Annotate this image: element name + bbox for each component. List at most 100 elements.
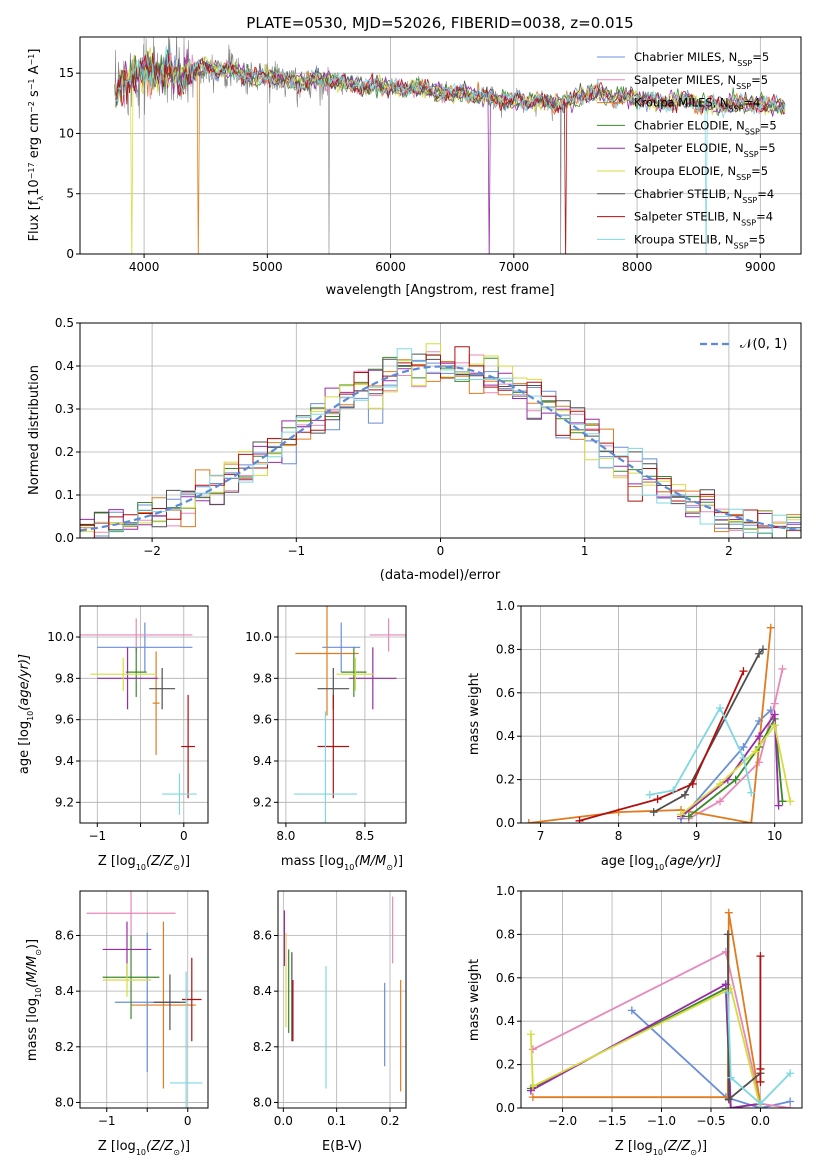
legend-entry: Salpeter STELIB, NSSP=4 <box>634 210 773 228</box>
model-spectrum <box>115 45 786 254</box>
mass-weight-vs-metallicity-panel: −2.0 −1.5 −1.0 −0.5 0.0 0.0 0.2 0.4 0.6 0.8 1.0 Z [… <box>467 884 803 1157</box>
legend-entry: Chabrier ELODIE, NSSP=5 <box>634 118 777 136</box>
label-part: =4 <box>757 187 774 201</box>
label-part: 10 <box>34 988 43 998</box>
y-tick-label: 0.2 <box>496 1058 515 1072</box>
label-part: ] <box>27 49 42 54</box>
label-part: ⊙ <box>34 949 43 956</box>
legend-entry: Chabrier MILES, NSSP=5 <box>634 50 769 68</box>
label-part: Chabrier STELIB, N <box>634 187 742 201</box>
plus-marker <box>627 1006 636 1015</box>
label-part: (age/yr)] <box>664 854 721 869</box>
y-tick-label: 0.5 <box>55 316 74 330</box>
label-part: SSP <box>729 104 744 113</box>
y-tick-label: 8.0 <box>55 1095 74 1109</box>
plus-marker <box>653 795 662 804</box>
label-part: s <box>27 90 42 101</box>
y-tick-label: 9.8 <box>253 671 272 685</box>
y-tick-label: 9.6 <box>253 713 272 727</box>
x-tick-label: 0 <box>180 829 188 843</box>
mass-weight-line <box>726 992 791 1105</box>
x-tick-label: 0 <box>184 1114 192 1128</box>
y-tick-label: 9.2 <box>55 795 74 809</box>
plot-area <box>293 606 406 823</box>
y-tick-label: 9.2 <box>253 795 272 809</box>
y-tick-label: 8.4 <box>253 984 272 998</box>
y-tick-label: 0.4 <box>496 729 515 743</box>
x-tick-label: −1 <box>98 1114 116 1128</box>
label-part: mass [log <box>281 854 344 869</box>
plus-marker <box>526 1030 535 1039</box>
y-tick-label: 0.2 <box>55 445 74 459</box>
label-part: =4 <box>756 210 773 224</box>
label-part: Salpeter STELIB, N <box>634 210 741 224</box>
y-tick-label: 9.4 <box>253 754 272 768</box>
age-vs-mass-panel: 8.0 8.5 9.2 9.4 9.6 9.8 10.0 mass [log10(M/M⊙)] <box>245 605 407 872</box>
y-tick-label: 0.1 <box>55 488 74 502</box>
plus-marker <box>756 1077 765 1086</box>
x-tick-label: −1.0 <box>647 1114 676 1128</box>
label-part: SSP <box>734 241 749 250</box>
plus-marker <box>528 1082 537 1091</box>
x-tick-label: −1 <box>88 829 106 843</box>
legend-entry: Kroupa STELIB, NSSP=5 <box>634 232 765 250</box>
label-part: (Z/Z <box>146 1139 174 1154</box>
y-tick-label: 0.0 <box>55 531 74 545</box>
label-part: −17 <box>27 162 36 179</box>
legend-entry-normal: 𝒩(0, 1) <box>740 337 787 352</box>
plus-marker <box>751 747 760 756</box>
x-tick-label: 8000 <box>622 260 653 274</box>
model-spectrum <box>115 47 786 254</box>
y-axis-label: mass [log10(M/M⊙)] <box>25 939 43 1061</box>
label-part: SSP <box>745 127 760 136</box>
label-part: Kroupa MILES, N <box>634 96 729 110</box>
label-part: (age/yr)] <box>17 654 32 711</box>
mass-vs-metallicity-panel: −1 08.08.28.48.6Z [log10(Z/Z⊙)]mass [log1… <box>25 890 209 1157</box>
label-part: )] <box>25 939 40 949</box>
label-part: )] <box>697 1139 707 1154</box>
plus-marker <box>524 819 533 823</box>
plus-marker <box>747 788 756 797</box>
x-axis-label: Z [log10(Z/Z⊙)] <box>98 854 190 872</box>
normal-curve <box>80 365 801 532</box>
y-axis-label: mass weight <box>467 959 482 1041</box>
label-part: 10 <box>136 1148 146 1157</box>
y-tick-label: 9.8 <box>55 671 74 685</box>
mass-weight-line <box>579 670 745 822</box>
label-part: 10 <box>26 711 35 721</box>
mass-weight-line <box>530 987 762 1108</box>
axes-frame <box>277 605 407 824</box>
label-part: 10 <box>136 863 146 872</box>
axes-frame <box>79 36 802 255</box>
plus-marker <box>575 816 584 823</box>
label-part: −2 <box>27 101 36 113</box>
label-part: )] <box>180 1139 190 1154</box>
y-tick-label: 9.6 <box>55 713 74 727</box>
x-tick-label: 8 <box>615 829 623 843</box>
label-part: 10 <box>344 863 354 872</box>
legend-entry: Salpeter MILES, NSSP=5 <box>634 73 768 91</box>
plus-marker <box>756 1099 765 1108</box>
x-axis-label: mass [log10(M/M⊙)] <box>281 854 403 872</box>
plot-area <box>114 37 786 254</box>
plus-marker <box>755 649 764 658</box>
label-part: =5 <box>760 118 777 132</box>
x-tick-label: 0.1 <box>327 1114 346 1128</box>
x-tick-label: −0.5 <box>696 1114 725 1128</box>
plus-marker <box>786 1104 795 1108</box>
plus-marker <box>731 775 740 784</box>
y-tick-label: 0.4 <box>496 1014 515 1028</box>
plus-marker <box>649 808 658 817</box>
label-part: SSP <box>742 195 757 204</box>
plus-marker <box>726 1073 735 1082</box>
spectrum-legend: Chabrier MILES, NSSP=5 Salpeter MILES, NS… <box>597 50 777 250</box>
y-tick-label: 0.3 <box>55 402 74 416</box>
plus-marker <box>645 790 654 799</box>
y-tick-label: 9.4 <box>55 754 74 768</box>
plus-marker <box>747 819 756 823</box>
label-part: =5 <box>751 164 768 178</box>
plot-area <box>80 343 801 538</box>
y-tick-label: 0.0 <box>496 816 515 830</box>
